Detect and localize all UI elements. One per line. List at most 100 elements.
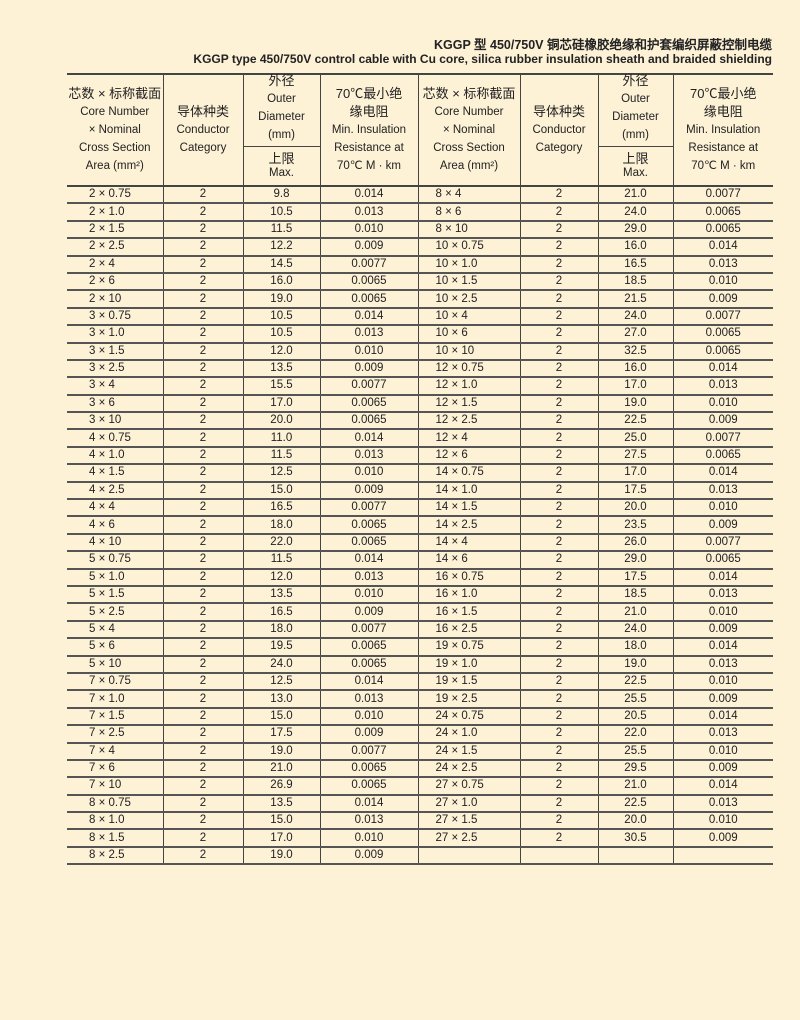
cell-diameter: 23.5 (597, 516, 673, 535)
header-diameter: 外径 Outer Diameter (mm) 上限 Max. (242, 73, 320, 187)
cell-conductor: 2 (162, 499, 243, 518)
table-row: 4 × 1.5 2 12.5 0.010 14 × 0.75 2 17.0 0.014 (67, 464, 773, 483)
cell-diameter: 15.5 (242, 377, 320, 396)
cell-resistance: 0.013 (672, 585, 773, 605)
cell-diameter: 17.5 (597, 481, 673, 501)
cell-diameter: 11.5 (242, 551, 320, 570)
cell-resistance: 0.014 (672, 707, 773, 727)
cell-conductor: 2 (519, 481, 598, 501)
table-row: 7 × 1.0 2 13.0 0.013 19 × 2.5 2 25.5 0.009 (67, 690, 773, 709)
cell-diameter: 27.5 (597, 446, 673, 466)
cell-spec: 12 × 4 (417, 429, 520, 448)
cell-diameter: 22.5 (597, 672, 673, 692)
table-row: 2 × 10 2 19.0 0.0065 10 × 2.5 2 21.5 0.009 (67, 290, 773, 309)
cell-conductor: 2 (519, 255, 598, 274)
cell-resistance: 0.010 (672, 394, 773, 414)
cell-conductor: 2 (162, 603, 243, 622)
cell-diameter: 18.5 (597, 272, 673, 292)
cell-spec: 12 × 6 (417, 446, 520, 466)
cell-spec: 27 × 0.75 (417, 777, 520, 796)
cell-spec: 10 × 1.0 (417, 255, 520, 274)
cell-diameter: 18.0 (242, 620, 320, 640)
cell-resistance: 0.0077 (319, 499, 418, 518)
table-row: 2 × 6 2 16.0 0.0065 10 × 1.5 2 18.5 0.010 (67, 272, 773, 292)
cell-resistance: 0.010 (672, 742, 773, 761)
cell-conductor: 2 (162, 690, 243, 709)
cell-conductor: 2 (162, 707, 243, 727)
cell-diameter: 12.0 (242, 568, 320, 588)
cell-diameter: 22.0 (242, 533, 320, 553)
cell-diameter: 19.0 (597, 655, 673, 674)
cell-diameter: 29.5 (597, 759, 673, 779)
cell-resistance: 0.010 (672, 499, 773, 518)
cell-resistance: 0.013 (672, 655, 773, 674)
cell-spec: 2 × 0.75 (67, 186, 163, 205)
cell-spec: 8 × 10 (417, 220, 520, 240)
header-conductor-2: 导体种类 Conductor Category (519, 73, 598, 187)
cell-conductor: 2 (519, 220, 598, 240)
cell-diameter: 15.0 (242, 481, 320, 501)
cell-spec: 7 × 10 (67, 777, 163, 796)
cell-diameter: 19.0 (242, 742, 320, 761)
cell-spec: 5 × 1.0 (67, 568, 163, 588)
cell-resistance: 0.014 (672, 359, 773, 379)
table-row: 7 × 2.5 2 17.5 0.009 24 × 1.0 2 22.0 0.013 (67, 725, 773, 744)
cell-diameter: 22.5 (597, 412, 673, 431)
cell-conductor: 2 (519, 777, 598, 796)
cell-resistance: 0.014 (672, 464, 773, 483)
cell-resistance: 0.0065 (319, 290, 418, 309)
cell-spec: 3 × 2.5 (67, 359, 163, 379)
cell-resistance: 0.013 (319, 203, 418, 222)
cell-resistance: 0.009 (672, 516, 773, 535)
cell-conductor: 2 (162, 481, 243, 501)
cell-resistance: 0.0077 (672, 307, 773, 327)
cell-diameter: 9.8 (242, 186, 320, 205)
cell-spec: 2 × 10 (67, 290, 163, 309)
cell-spec: 2 × 1.0 (67, 203, 163, 222)
cell-diameter: 27.0 (597, 325, 673, 344)
cell-diameter: 29.0 (597, 220, 673, 240)
cell-diameter: 11.5 (242, 446, 320, 466)
cell-resistance: 0.014 (319, 551, 418, 570)
cell-diameter: 19.0 (242, 290, 320, 309)
cell-conductor: 2 (162, 412, 243, 431)
cell-diameter: 25.5 (597, 742, 673, 761)
table-row: 7 × 0.75 2 12.5 0.014 19 × 1.5 2 22.5 0.010 (67, 672, 773, 692)
cell-resistance: 0.0065 (319, 394, 418, 414)
cell-resistance: 0.0065 (672, 342, 773, 361)
cell-diameter (597, 846, 673, 866)
cell-conductor: 2 (519, 829, 598, 848)
cell-spec: 7 × 2.5 (67, 725, 163, 744)
cell-spec: 2 × 2.5 (67, 238, 163, 257)
cell-resistance: 0.014 (319, 672, 418, 692)
cell-diameter: 17.0 (242, 394, 320, 414)
cell-resistance: 0.013 (319, 568, 418, 588)
cell-diameter: 16.5 (597, 255, 673, 274)
table-row: 3 × 10 2 20.0 0.0065 12 × 2.5 2 22.5 0.009 (67, 412, 773, 431)
cell-resistance: 0.0065 (319, 412, 418, 431)
cell-spec: 27 × 1.5 (417, 812, 520, 831)
cell-conductor: 2 (162, 255, 243, 274)
table-row: 8 × 1.5 2 17.0 0.010 27 × 2.5 2 30.5 0.009 (67, 829, 773, 848)
cell-conductor: 2 (162, 725, 243, 744)
cell-diameter: 21.0 (597, 777, 673, 796)
table-header-row: 芯数 × 标称截面 Core Number × Nominal Cross Secti… (67, 73, 773, 187)
cell-resistance: 0.010 (319, 342, 418, 361)
header-diameter-2: 外径 Outer Diameter (mm) 上限 Max. (597, 73, 673, 187)
cell-spec: 5 × 10 (67, 655, 163, 674)
cell-diameter: 21.0 (597, 603, 673, 622)
cell-diameter: 26.9 (242, 777, 320, 796)
cell-conductor: 2 (162, 551, 243, 570)
cell-conductor: 2 (519, 759, 598, 779)
cell-conductor: 2 (162, 394, 243, 414)
cell-resistance: 0.014 (319, 429, 418, 448)
cell-resistance: 0.0065 (319, 777, 418, 796)
cell-conductor: 2 (162, 812, 243, 831)
cell-spec: 19 × 2.5 (417, 690, 520, 709)
table-row: 3 × 1.5 2 12.0 0.010 10 × 10 2 32.5 0.0065 (67, 342, 773, 361)
cell-resistance: 0.013 (672, 725, 773, 744)
cell-spec: 16 × 1.0 (417, 585, 520, 605)
table-row: 2 × 1.0 2 10.5 0.013 8 × 6 2 24.0 0.0065 (67, 203, 773, 222)
cell-spec: 7 × 1.5 (67, 707, 163, 727)
cell-diameter: 20.0 (242, 412, 320, 431)
